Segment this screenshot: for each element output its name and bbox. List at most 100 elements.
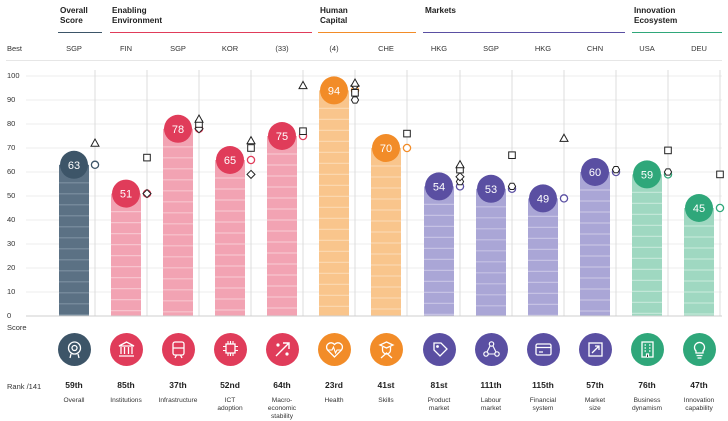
value-bubble bbox=[320, 76, 348, 105]
marker-hexagon bbox=[611, 166, 621, 174]
group-title-enabling-environment: Enabling Environment bbox=[112, 6, 163, 25]
train-icon bbox=[161, 333, 195, 366]
value-bubble bbox=[164, 114, 192, 143]
best-performer-label: SGP bbox=[66, 44, 82, 53]
value-label: 53 bbox=[485, 184, 497, 196]
pillar-name: Macro- economic stability bbox=[267, 397, 297, 420]
light-bulb-icon bbox=[682, 333, 716, 366]
marker-triangle bbox=[455, 159, 465, 169]
rank-value: 52nd bbox=[220, 380, 240, 390]
value-label: 45 bbox=[693, 203, 705, 215]
group-rule-enabling-environment bbox=[110, 32, 312, 34]
y-tick-label: 60 bbox=[7, 167, 16, 176]
expand-arrows-icon bbox=[578, 333, 612, 366]
marker-square bbox=[143, 153, 151, 162]
pillar-name: Business dynamism bbox=[631, 397, 663, 412]
marker-circle bbox=[715, 203, 725, 213]
bar bbox=[319, 90, 349, 317]
pillar-name: Product market bbox=[427, 397, 451, 412]
bar bbox=[476, 188, 506, 316]
pillar-name: Labour market bbox=[480, 397, 502, 412]
value-bubble bbox=[425, 172, 453, 201]
bar bbox=[267, 136, 297, 316]
marker-circle bbox=[402, 143, 412, 153]
marker-hexagon bbox=[663, 168, 673, 176]
marker-triangle bbox=[194, 113, 204, 123]
bank-icon bbox=[109, 333, 143, 366]
best-performer-label: USA bbox=[639, 44, 655, 53]
value-bubble bbox=[477, 174, 505, 203]
value-bubble bbox=[529, 184, 557, 213]
target-icon bbox=[57, 333, 91, 366]
bar bbox=[215, 160, 245, 316]
group-title-innovation-ecosystem: Innovation Ecosystem bbox=[634, 6, 678, 25]
bar bbox=[59, 164, 89, 316]
y-tick-label: 20 bbox=[7, 263, 16, 272]
value-bubble bbox=[685, 194, 713, 222]
y-tick-label: 90 bbox=[7, 95, 16, 104]
rank-value: 64th bbox=[273, 380, 291, 390]
y-tick-label: 80 bbox=[7, 119, 16, 128]
bar bbox=[528, 198, 558, 316]
best-row-label: Best bbox=[7, 44, 23, 53]
bar bbox=[111, 193, 141, 316]
y-tick-label: 10 bbox=[7, 287, 16, 296]
best-performer-label: CHE bbox=[378, 44, 394, 53]
rank-value: 76th bbox=[638, 380, 656, 390]
credit-card-icon bbox=[526, 333, 560, 366]
bar bbox=[580, 172, 610, 316]
marker-circle bbox=[246, 155, 256, 165]
value-bubble bbox=[633, 160, 661, 189]
value-bubble bbox=[216, 146, 244, 174]
marker-triangle bbox=[559, 133, 569, 142]
marker-triangle bbox=[298, 80, 308, 90]
marker-square bbox=[247, 144, 255, 152]
marker-square bbox=[508, 151, 516, 159]
value-bubble bbox=[112, 179, 140, 208]
y-tick-label: 70 bbox=[7, 143, 16, 152]
pillar-name: Innovation capability bbox=[683, 397, 715, 412]
group-title-overall: Overall Score bbox=[60, 6, 88, 25]
value-label: 54 bbox=[433, 181, 445, 193]
value-label: 49 bbox=[537, 193, 549, 205]
y-tick-label: 50 bbox=[7, 191, 16, 200]
marker-diamond bbox=[142, 188, 152, 199]
rank-value: 41st bbox=[377, 380, 395, 390]
marker-triangle bbox=[350, 77, 360, 87]
rank-value: 23rd bbox=[325, 380, 343, 390]
group-rule-innovation-ecosystem bbox=[632, 32, 722, 34]
value-label: 75 bbox=[276, 131, 288, 143]
marker-diamond bbox=[246, 169, 256, 180]
bar-chart-svg: 63 51 78 65 75 94 70 54 53 49 60 59 45 bbox=[26, 70, 725, 317]
heart-pulse-icon bbox=[317, 333, 351, 366]
marker-square bbox=[351, 89, 359, 97]
marker-square bbox=[664, 146, 672, 155]
best-performer-label: (4) bbox=[329, 44, 339, 53]
pillar-name: Institutions bbox=[110, 397, 142, 404]
rank-value: 37th bbox=[169, 380, 187, 390]
y-tick-label: 0 bbox=[7, 311, 12, 320]
marker-triangle bbox=[246, 135, 256, 145]
best-performer-label: (33) bbox=[275, 44, 289, 53]
marker-hexagon bbox=[350, 96, 360, 104]
pillar-name: Overall bbox=[63, 397, 85, 404]
price-tag-icon bbox=[422, 333, 456, 366]
y-tick-label: 30 bbox=[7, 239, 16, 248]
rank-value: 81st bbox=[430, 380, 448, 390]
pillar-name: Market size bbox=[584, 397, 606, 412]
marker-square bbox=[403, 129, 411, 138]
best-performer-label: SGP bbox=[170, 44, 186, 53]
rank-value: 111th bbox=[480, 380, 502, 390]
rank-value: 57th bbox=[586, 380, 604, 390]
pillar-name: Infrastructure bbox=[158, 397, 198, 404]
best-performer-label: HKG bbox=[430, 44, 448, 53]
marker-square bbox=[299, 127, 307, 136]
marker-square bbox=[716, 170, 724, 179]
value-label: 59 bbox=[641, 169, 653, 181]
value-bubble bbox=[372, 134, 400, 162]
best-row-rule bbox=[6, 60, 722, 61]
value-label: 70 bbox=[380, 143, 392, 155]
bar bbox=[424, 186, 454, 316]
bar bbox=[632, 174, 662, 316]
